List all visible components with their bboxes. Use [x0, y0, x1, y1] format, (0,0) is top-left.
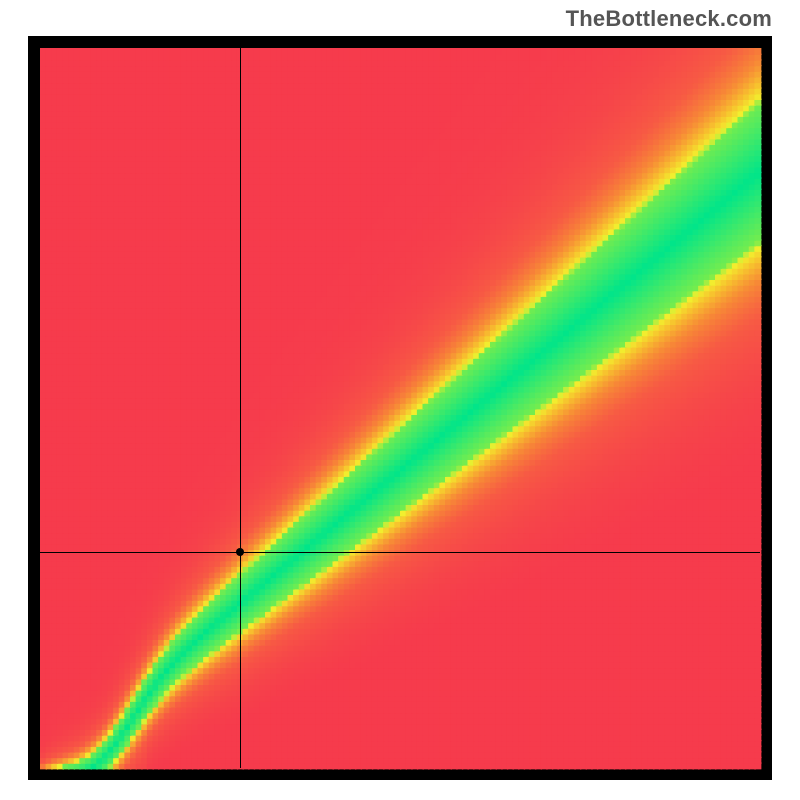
crosshair-vertical [240, 48, 241, 768]
figure-container: TheBottleneck.com [0, 0, 800, 800]
heatmap-plot [28, 36, 772, 780]
crosshair-horizontal [40, 552, 760, 553]
heatmap-canvas [28, 36, 772, 780]
watermark-text: TheBottleneck.com [566, 6, 772, 32]
crosshair-marker [236, 548, 244, 556]
